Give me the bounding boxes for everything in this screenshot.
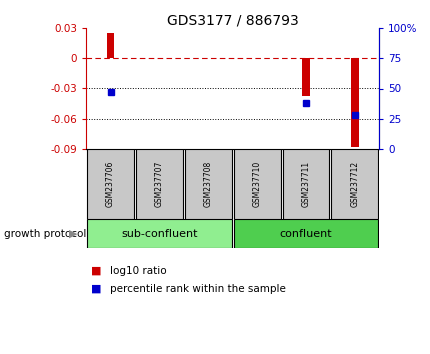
Bar [350, 58, 358, 147]
Bar [87, 149, 134, 219]
Title: GDS3177 / 886793: GDS3177 / 886793 [166, 13, 298, 27]
Text: confluent: confluent [279, 229, 332, 239]
Bar [184, 149, 231, 219]
Text: growth protocol: growth protocol [4, 229, 86, 239]
Bar [301, 58, 309, 96]
Bar [136, 149, 182, 219]
Bar [233, 219, 378, 248]
Bar [331, 149, 378, 219]
Bar [107, 33, 114, 58]
Text: sub-confluent: sub-confluent [121, 229, 197, 239]
Text: GSM237706: GSM237706 [106, 161, 115, 207]
Bar [282, 149, 329, 219]
Bar [87, 219, 231, 248]
Text: GSM237712: GSM237712 [350, 161, 359, 207]
Text: GSM237711: GSM237711 [301, 161, 310, 207]
Text: ■: ■ [90, 266, 101, 276]
Text: percentile rank within the sample: percentile rank within the sample [110, 284, 285, 293]
Text: GSM237710: GSM237710 [252, 161, 261, 207]
Text: log10 ratio: log10 ratio [110, 266, 166, 276]
Text: GSM237707: GSM237707 [155, 161, 163, 207]
Bar [233, 149, 280, 219]
Text: GSM237708: GSM237708 [203, 161, 212, 207]
Text: ■: ■ [90, 284, 101, 293]
Text: ▶: ▶ [69, 229, 77, 239]
